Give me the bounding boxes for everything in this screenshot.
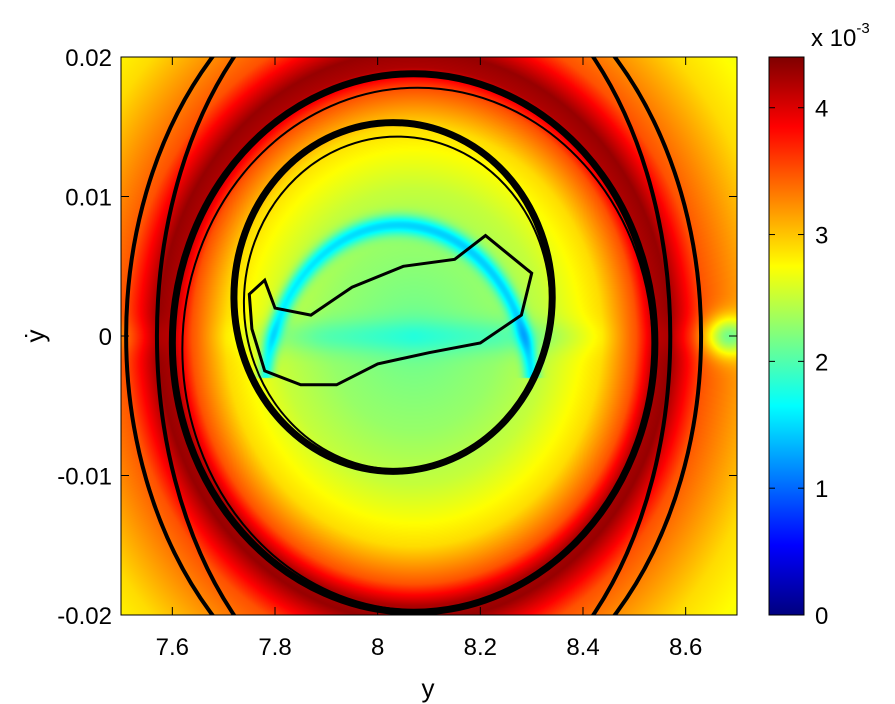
trajectory-inner-loop (247, 233, 534, 387)
colorbar-tick-label: 0 (815, 603, 828, 630)
x-tick-label: 8.6 (669, 634, 702, 661)
colorbar-ticks: 0 1 2 3 4 (769, 96, 828, 630)
trajectory-middle-orbit (230, 119, 556, 475)
x-tick-label: 7.8 (258, 634, 291, 661)
colorbar-gradient (768, 56, 805, 616)
x-tick-label: 8.4 (566, 634, 599, 661)
x-tick-label: 8.2 (464, 634, 497, 661)
x-axis-label: y (422, 673, 435, 703)
x-tick-label: 7.6 (156, 634, 189, 661)
trajectory-outer-orbit (168, 70, 659, 615)
trajectory-outer-orbit-inner-strand (181, 86, 654, 612)
trajectory-layer (124, 57, 703, 615)
plot-area (120, 56, 738, 616)
x-tick-label: 8 (371, 634, 384, 661)
x-axis: 7.6 7.8 8 8.2 8.4 8.6 (156, 57, 702, 661)
colorbar-tick-label: 2 (815, 349, 828, 376)
y-axis-label: ẏ (20, 330, 50, 343)
colorbar-tick-label: 1 (815, 476, 828, 503)
y-tick-label: 0.01 (65, 185, 112, 212)
colorbar-exponent-label: x 10-3 (811, 20, 870, 52)
y-tick-label: -0.01 (57, 464, 112, 491)
colorbar-tick-label: 4 (815, 96, 828, 123)
y-tick-label: -0.02 (57, 603, 112, 630)
colorbar-tick-label: 3 (815, 223, 828, 250)
trajectory-left-arc-2 (155, 57, 673, 615)
heatmap-field (121, 57, 737, 615)
y-axis: 0.02 0.01 0 -0.01 -0.02 (57, 45, 737, 630)
y-tick-label: 0 (99, 324, 112, 351)
y-tick-label: 0.02 (65, 45, 112, 72)
trajectory-middle-orbit-inner-strand (242, 135, 552, 471)
colorbar: 0 1 2 3 4 x 10-3 (768, 20, 870, 630)
